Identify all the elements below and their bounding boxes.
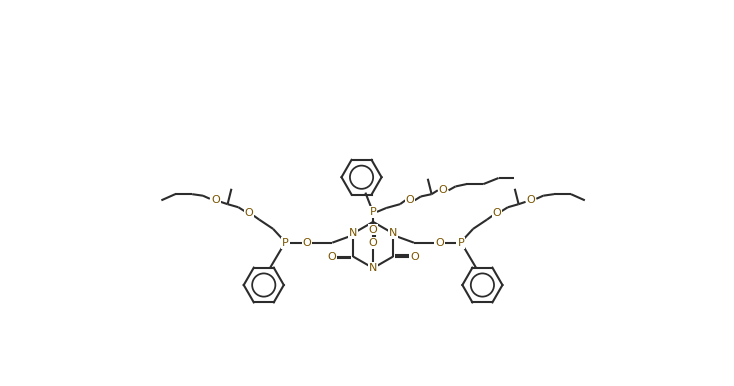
Text: O: O bbox=[302, 238, 311, 248]
Text: O: O bbox=[244, 208, 253, 218]
Text: P: P bbox=[282, 238, 288, 248]
Text: O: O bbox=[327, 252, 336, 262]
Text: O: O bbox=[493, 208, 501, 218]
Text: N: N bbox=[349, 229, 357, 239]
Text: O: O bbox=[439, 185, 448, 195]
Text: O: O bbox=[406, 195, 415, 205]
Text: O: O bbox=[368, 238, 377, 248]
Text: P: P bbox=[370, 207, 377, 217]
Text: N: N bbox=[389, 229, 397, 239]
Text: O: O bbox=[211, 195, 219, 205]
Text: O: O bbox=[410, 252, 419, 262]
Text: N: N bbox=[369, 263, 377, 273]
Text: O: O bbox=[526, 195, 535, 205]
Text: O: O bbox=[435, 238, 443, 248]
Text: O: O bbox=[368, 225, 377, 235]
Text: P: P bbox=[457, 238, 464, 248]
